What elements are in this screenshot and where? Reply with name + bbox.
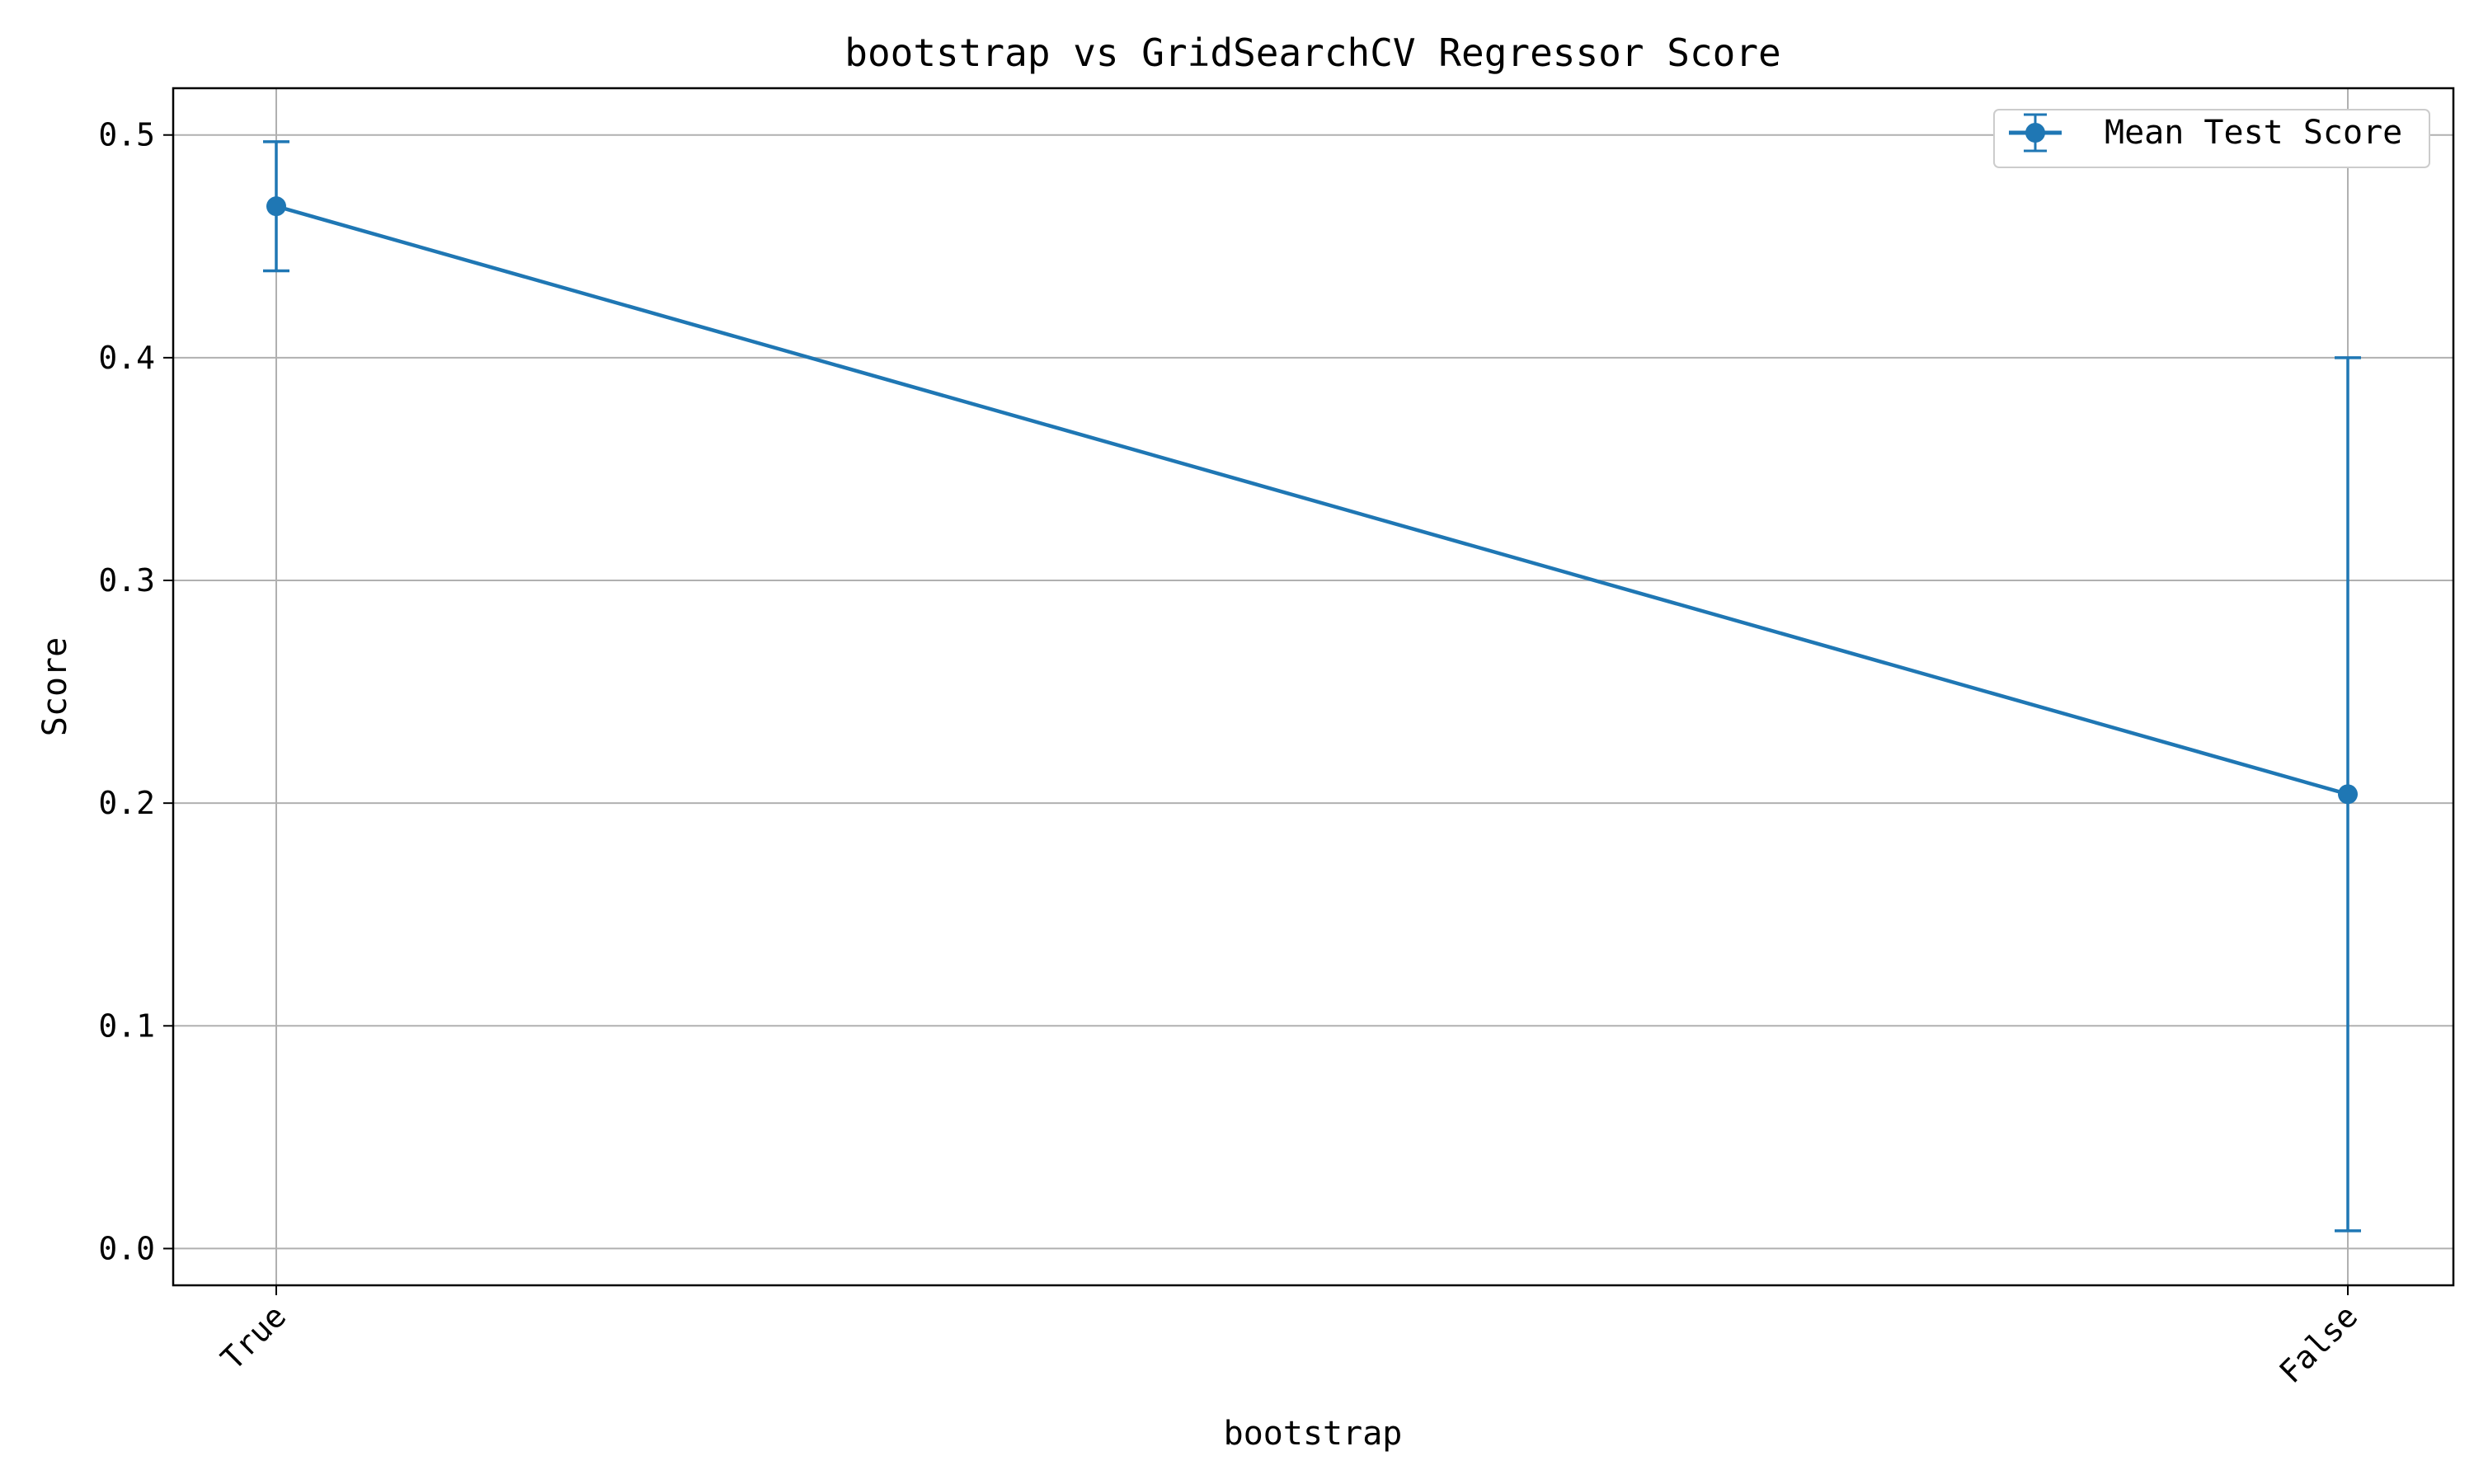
- y-tick-label: 0.0: [98, 1230, 155, 1266]
- data-point: [2338, 784, 2358, 805]
- plot-frame: [172, 87, 2455, 1287]
- legend-label: Mean Test Score: [2105, 114, 2402, 152]
- y-tick-label: 0.4: [98, 340, 155, 376]
- y-axis-label: Score: [36, 637, 74, 736]
- legend-marker: [2025, 123, 2045, 143]
- legend: Mean Test Score: [1993, 109, 2430, 168]
- data-point: [266, 196, 286, 217]
- legend-box: [1993, 109, 2430, 168]
- x-axis-label: bootstrap: [1224, 1415, 1403, 1453]
- series-layer: [263, 140, 2361, 1233]
- chart-title: bootstrap vs GridSearchCV Regressor Scor…: [844, 31, 1780, 75]
- y-tick-label: 0.3: [98, 562, 155, 599]
- y-tick-label: 0.2: [98, 785, 155, 821]
- series-line: [275, 204, 2349, 796]
- grid: [173, 88, 2453, 1285]
- y-tick-label: 0.5: [98, 117, 155, 153]
- y-tick-label: 0.1: [98, 1007, 155, 1044]
